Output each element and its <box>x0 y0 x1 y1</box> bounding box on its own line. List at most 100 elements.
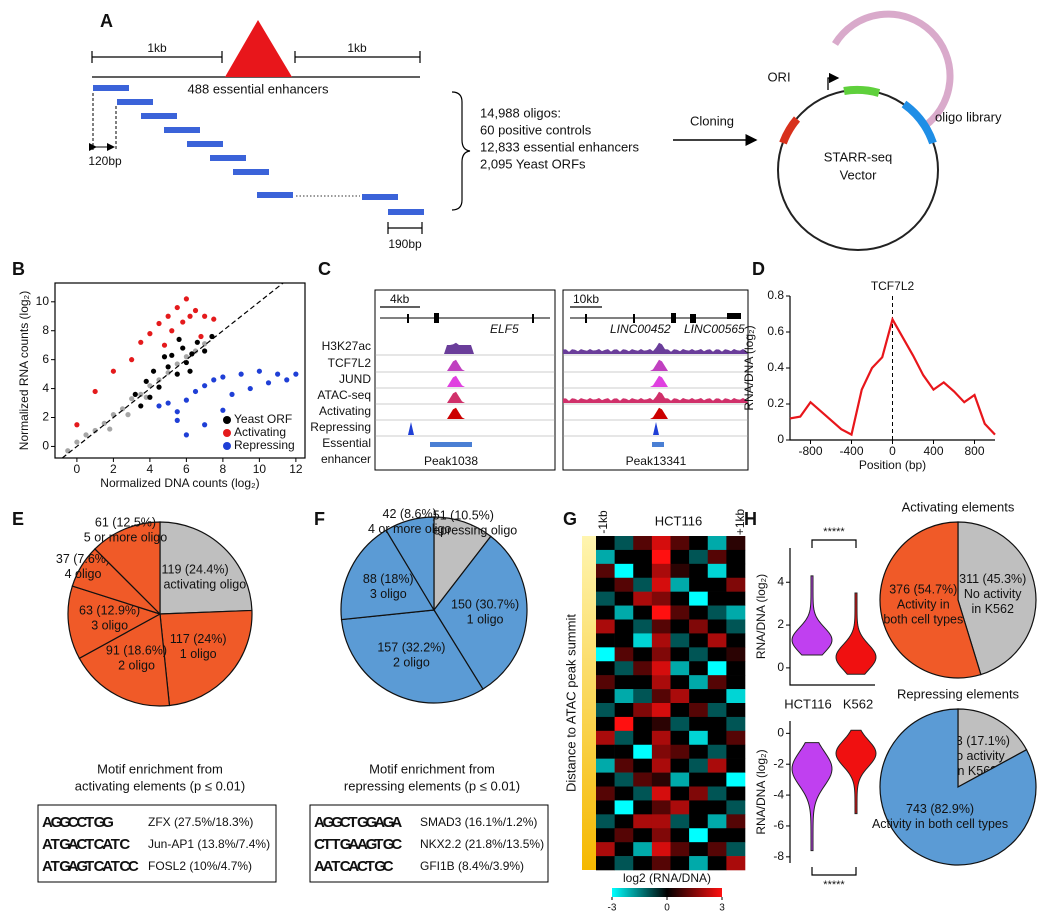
point <box>174 304 180 311</box>
point <box>293 371 299 377</box>
point <box>169 352 175 358</box>
heat-cell <box>596 786 615 801</box>
track-signal <box>563 342 748 354</box>
logo-letter: T <box>51 858 60 875</box>
heat-cell <box>726 689 746 704</box>
heat-cell <box>596 647 615 662</box>
point <box>147 331 153 337</box>
heat-cell <box>596 536 615 551</box>
point <box>192 307 199 314</box>
legend-marker <box>223 429 231 437</box>
logo-letter: G <box>51 814 63 831</box>
heat-cell <box>726 647 746 662</box>
tss-arrow <box>827 72 840 90</box>
y-axis-label: RNA/DNA (log₂) <box>754 574 768 659</box>
heat-cell <box>633 633 653 648</box>
logo-letter: C <box>94 836 105 853</box>
heat-cell <box>726 730 746 746</box>
x-tick-label: -800 <box>798 444 822 458</box>
heat-cell <box>707 577 727 592</box>
heat-cell <box>651 786 671 801</box>
slice-label: 311 (45.3%) <box>959 572 1026 586</box>
slice <box>385 516 435 613</box>
point <box>265 380 272 386</box>
heat-cell <box>707 563 727 579</box>
heat-cell <box>596 744 615 759</box>
logo-letter: T <box>51 836 60 853</box>
slice-description: 2 oligo <box>393 656 430 670</box>
slice-description: 2 oligo <box>118 659 155 673</box>
heat-cell <box>707 689 727 704</box>
enhancer-bar <box>652 442 664 447</box>
heat-cell <box>707 591 727 606</box>
legend-marker <box>223 416 231 424</box>
heat-cell <box>689 758 709 773</box>
logo-letter: G <box>331 814 343 831</box>
heat-cell <box>689 703 709 718</box>
slice-description: No activity <box>964 587 1022 601</box>
category-label: HCT116 <box>784 696 831 711</box>
point <box>202 422 208 428</box>
significance: ***** <box>823 879 845 891</box>
heat-cell <box>596 563 615 579</box>
track-label: Essential <box>322 436 371 450</box>
logo-letter: T <box>331 836 340 853</box>
point <box>138 391 144 397</box>
heat-cell <box>707 772 727 787</box>
x-tick-label: 10 <box>253 462 267 476</box>
heat-cell <box>596 675 615 690</box>
category-label: K562 <box>843 696 873 711</box>
heat-cell <box>633 591 653 606</box>
logo-letter: G <box>357 814 369 831</box>
heat-cell <box>707 730 727 746</box>
y-tick-label: 0.2 <box>767 396 784 410</box>
logo-letter: G <box>340 836 352 853</box>
heat-cell <box>633 661 653 676</box>
motif-label: GFI1B (8.4%/3.9%) <box>420 859 524 873</box>
slice-label: 37 (7.6%) <box>56 552 110 566</box>
heat-cell <box>670 814 690 829</box>
point <box>211 377 217 383</box>
logo-letter: C <box>128 858 139 875</box>
heat-cell <box>614 549 634 565</box>
y-tick-label: 8 <box>42 323 49 337</box>
heat-cell <box>689 605 709 620</box>
heat-cell <box>633 703 653 718</box>
y-tick-label: 0 <box>777 660 784 674</box>
heat-cell <box>651 703 671 718</box>
heat-cell <box>726 536 746 551</box>
oligo-line: 14,988 oligos: <box>480 105 561 120</box>
point <box>107 426 113 432</box>
point <box>161 354 168 360</box>
enhancer-label: 488 essential enhancers <box>188 81 329 96</box>
y-tick-label: 0 <box>777 432 784 446</box>
slice <box>433 535 528 690</box>
heat-cell <box>726 856 746 871</box>
logo-letter: A <box>348 858 359 875</box>
heat-cell <box>614 814 634 829</box>
heat-cell <box>670 647 690 662</box>
heat-cell <box>707 703 727 718</box>
heat-cell <box>651 814 671 829</box>
logo-letter: A <box>42 836 53 853</box>
heat-cell <box>689 828 709 843</box>
track-label: JUND <box>339 372 371 386</box>
slice-label: 150 (30.7%) <box>451 597 519 611</box>
logo-letter: A <box>348 836 359 853</box>
heat-cell <box>707 814 727 829</box>
point <box>202 383 208 389</box>
heat-cell <box>670 772 690 787</box>
track-signal <box>375 391 555 403</box>
logo-letter: G <box>59 814 71 831</box>
heat-cell <box>614 563 634 579</box>
heat-cell <box>633 563 653 579</box>
logo-letter: A <box>68 858 79 875</box>
point <box>156 377 162 383</box>
slice-description: 3 oligo <box>370 587 407 601</box>
point <box>183 397 189 403</box>
y-tick-label: 0.8 <box>767 288 784 302</box>
heat-cell <box>670 605 690 620</box>
heat-cell <box>614 772 634 787</box>
heat-cell <box>596 758 615 773</box>
gene-name: ELF5 <box>490 322 519 336</box>
